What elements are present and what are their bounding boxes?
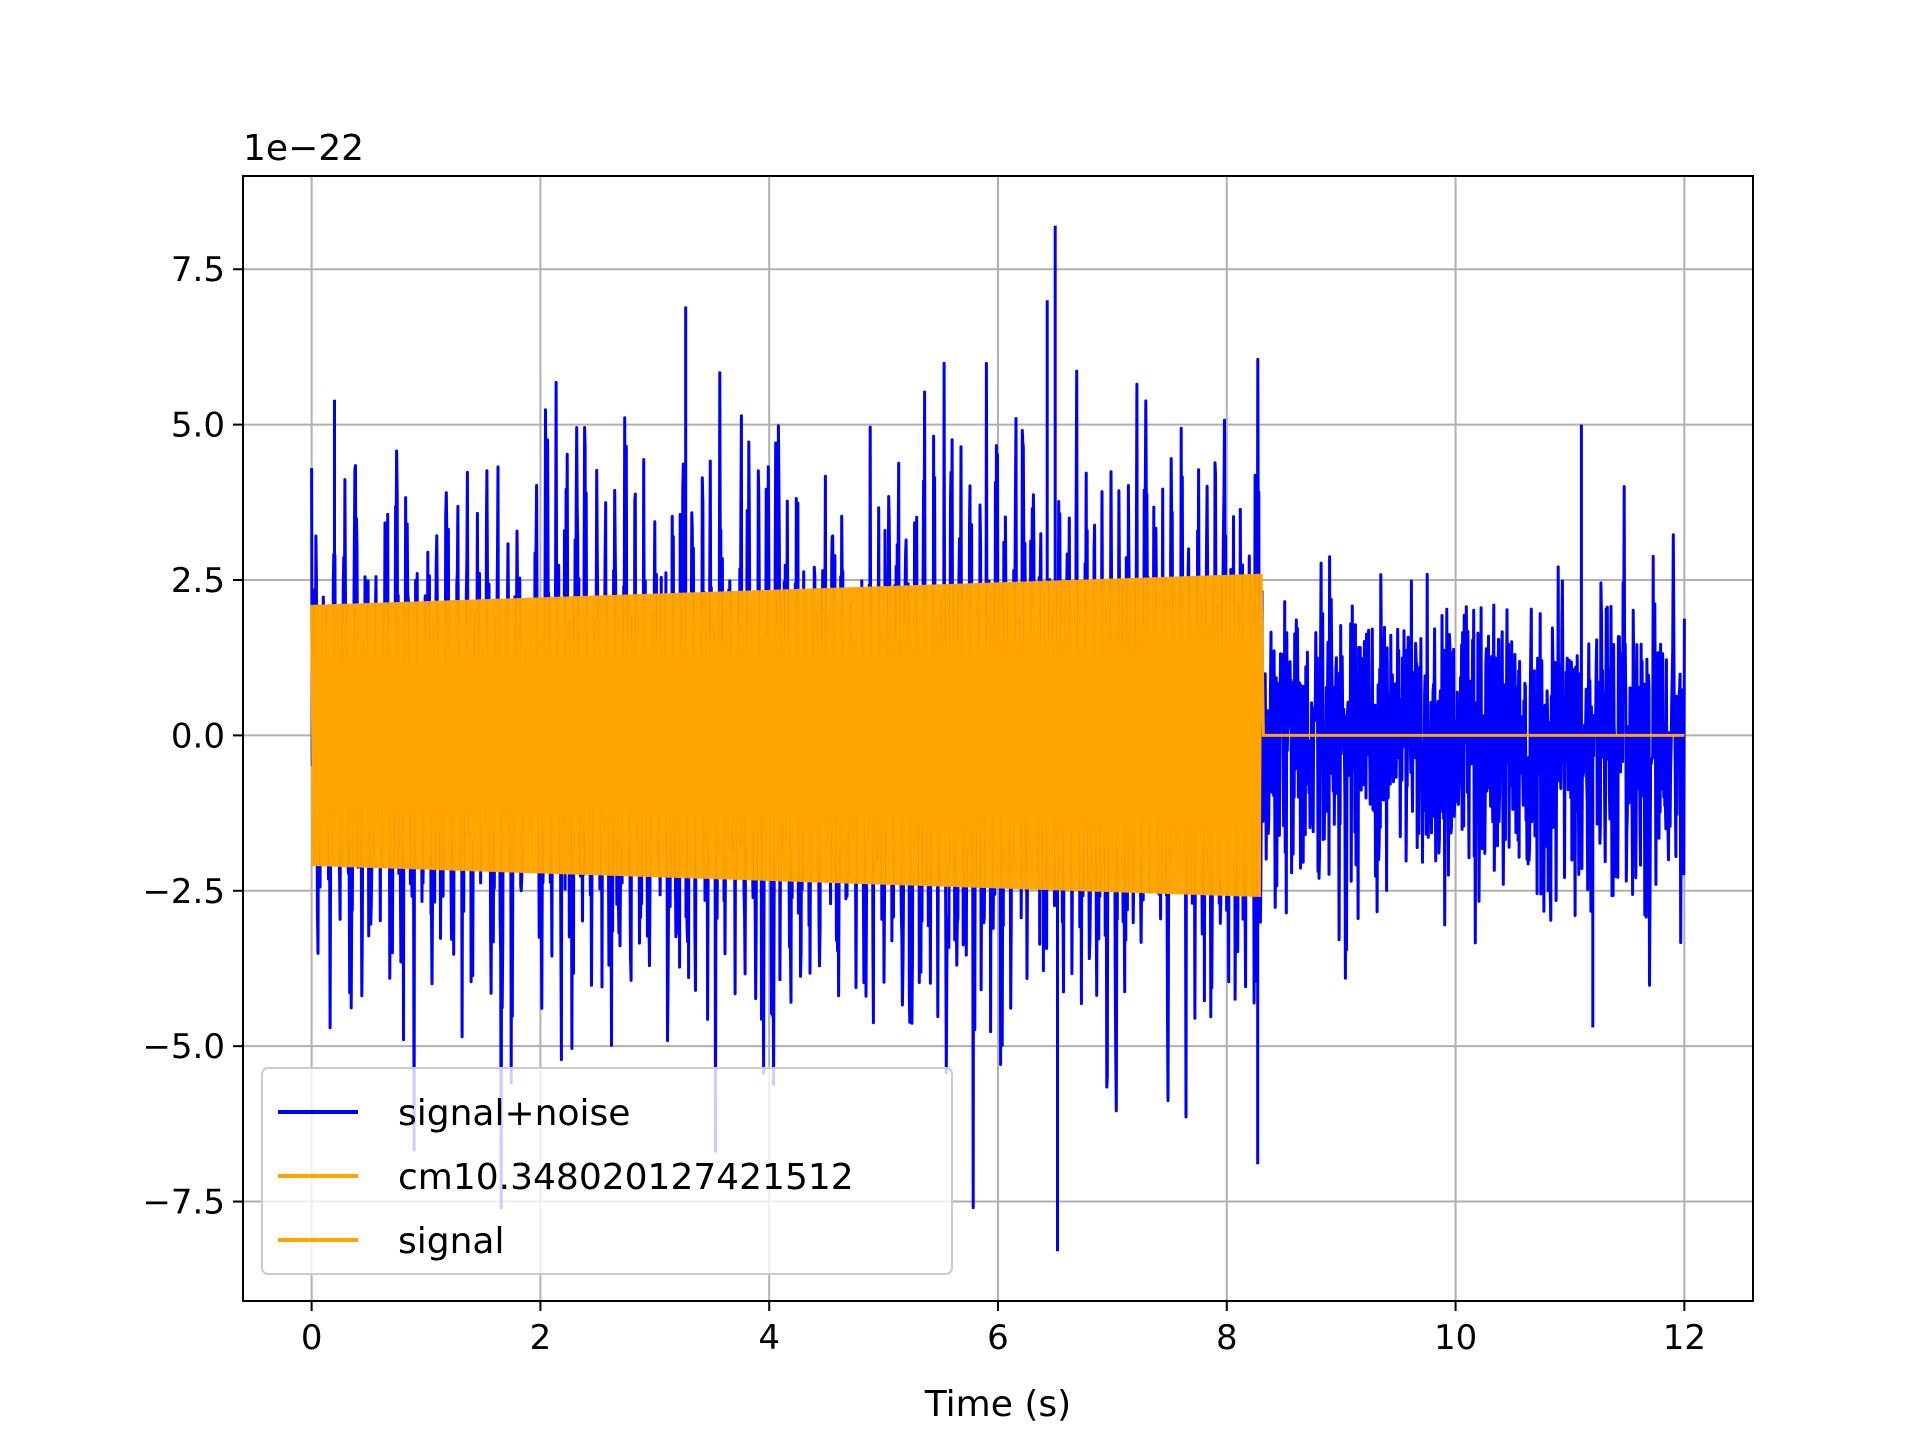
- legend-label-signal: signal: [398, 1221, 505, 1262]
- legend-box: [261, 1067, 953, 1275]
- legend-label-cm: cm10.348020127421512: [398, 1157, 854, 1198]
- x-tick-label: 4: [758, 1318, 780, 1358]
- y-tick-label: −2.5: [142, 872, 225, 912]
- y-tick-label: 2.5: [171, 561, 225, 601]
- x-tick-label: 6: [987, 1318, 1009, 1358]
- x-tick-label: 12: [1663, 1318, 1706, 1358]
- x-tick-label: 2: [530, 1318, 552, 1358]
- legend-label-signal-noise: signal+noise: [398, 1093, 630, 1134]
- x-axis: 0 2 4 6 8 10 12: [301, 1301, 1706, 1358]
- legend: signal+noise cm10.348020127421512 signal: [261, 1067, 953, 1275]
- x-axis-label: Time (s): [924, 1384, 1071, 1425]
- x-tick-label: 10: [1434, 1318, 1477, 1358]
- plot-area: [310, 225, 1686, 1252]
- y-tick-label: 5.0: [171, 406, 225, 446]
- y-tick-label: 7.5: [171, 250, 225, 290]
- x-tick-label: 0: [301, 1318, 323, 1358]
- x-tick-label: 8: [1216, 1318, 1238, 1358]
- y-tick-label: −5.0: [142, 1027, 225, 1067]
- series-signal-envelope: [311, 573, 1262, 897]
- y-tick-label: −7.5: [142, 1183, 225, 1223]
- y-axis: −7.5 −5.0 −2.5 0.0 2.5 5.0 7.5: [142, 250, 243, 1223]
- y-tick-label: 0.0: [171, 716, 225, 756]
- y-offset-label: 1e−22: [243, 128, 364, 169]
